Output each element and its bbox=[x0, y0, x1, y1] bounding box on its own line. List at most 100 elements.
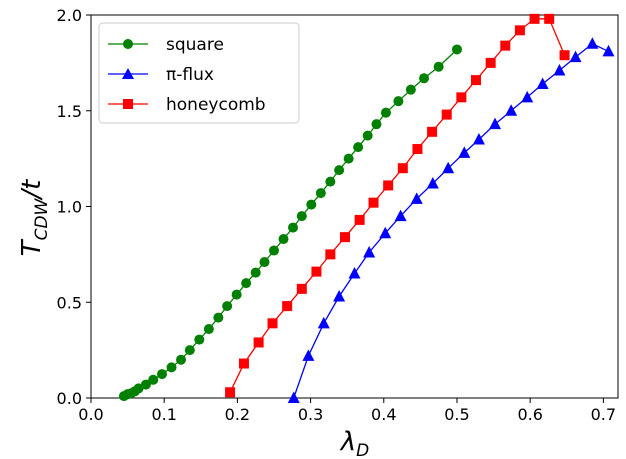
legend-label-pi-flux: π-flux bbox=[166, 65, 214, 85]
y-axis-title-sub: CDW bbox=[32, 197, 52, 240]
data-point-square bbox=[278, 234, 289, 245]
data-point-square bbox=[451, 44, 462, 55]
data-point-pi-flux bbox=[287, 391, 300, 403]
data-point-square bbox=[306, 199, 317, 210]
x-tick-label: 0.6 bbox=[517, 405, 542, 424]
data-point-pi-flux bbox=[394, 209, 407, 222]
data-point-pi-flux bbox=[602, 44, 615, 57]
data-point-square bbox=[184, 345, 195, 356]
legend-item-pi-flux: π-flux bbox=[108, 65, 214, 85]
data-point-honeycomb bbox=[325, 249, 336, 260]
x-tick-label: 0.7 bbox=[591, 405, 616, 424]
data-point-square bbox=[343, 153, 354, 164]
y-tick-label: 0.5 bbox=[57, 293, 82, 312]
y-axis-title-main: T bbox=[17, 238, 47, 256]
data-point-square bbox=[140, 379, 151, 390]
series-square bbox=[118, 44, 462, 402]
data-point-honeycomb bbox=[311, 266, 322, 277]
legend-marker-pi-flux bbox=[122, 68, 134, 79]
data-point-honeycomb bbox=[441, 109, 452, 120]
x-tick-label: 0.0 bbox=[78, 405, 103, 424]
data-point-pi-flux bbox=[472, 132, 485, 145]
data-point-honeycomb bbox=[471, 75, 482, 86]
data-point-square bbox=[405, 84, 416, 95]
data-point-square bbox=[250, 267, 261, 278]
data-point-pi-flux bbox=[333, 290, 346, 302]
data-point-honeycomb bbox=[238, 358, 249, 369]
data-point-pi-flux bbox=[426, 177, 439, 189]
data-point-honeycomb bbox=[412, 144, 423, 155]
data-point-honeycomb bbox=[354, 214, 365, 225]
legend-marker-honeycomb bbox=[123, 99, 133, 109]
data-point-pi-flux bbox=[348, 267, 361, 279]
y-tick-label: 0.0 bbox=[57, 389, 82, 408]
data-point-pi-flux bbox=[317, 316, 330, 329]
data-point-pi-flux bbox=[302, 349, 315, 361]
legend-frame bbox=[98, 22, 300, 124]
data-point-pi-flux bbox=[505, 104, 518, 116]
data-point-pi-flux bbox=[569, 50, 582, 63]
legend-item-honeycomb: honeycomb bbox=[108, 95, 266, 115]
data-point-honeycomb bbox=[225, 387, 236, 398]
data-point-honeycomb bbox=[427, 126, 438, 137]
data-point-square bbox=[268, 245, 279, 256]
data-point-honeycomb bbox=[253, 337, 264, 348]
data-point-square bbox=[325, 176, 336, 187]
legend-label-square: square bbox=[166, 35, 224, 55]
data-point-honeycomb bbox=[500, 40, 511, 51]
data-point-pi-flux bbox=[553, 64, 566, 76]
data-point-pi-flux bbox=[379, 226, 392, 239]
data-point-square bbox=[393, 96, 404, 107]
data-point-pi-flux bbox=[489, 117, 502, 130]
data-point-square bbox=[222, 301, 233, 312]
x-axis-title: λD bbox=[339, 427, 369, 459]
series-pi-flux bbox=[287, 37, 615, 403]
y-tick-label: 1.5 bbox=[57, 102, 82, 121]
data-point-square bbox=[176, 354, 187, 365]
x-axis-title-sub: D bbox=[356, 441, 369, 459]
legend-marker-square bbox=[123, 39, 133, 49]
data-point-honeycomb bbox=[529, 13, 540, 24]
data-point-honeycomb bbox=[397, 163, 408, 174]
data-point-honeycomb bbox=[368, 197, 379, 208]
series-layer bbox=[118, 13, 615, 403]
data-point-square bbox=[371, 119, 382, 130]
x-tick-label: 0.1 bbox=[151, 405, 176, 424]
data-point-square bbox=[203, 324, 214, 335]
data-point-honeycomb bbox=[339, 232, 350, 243]
data-point-square bbox=[433, 61, 444, 72]
data-point-pi-flux bbox=[521, 90, 534, 103]
data-point-honeycomb bbox=[282, 301, 293, 312]
data-point-square bbox=[259, 257, 270, 268]
y-tick-label: 2.0 bbox=[57, 6, 82, 25]
x-tick-label: 0.5 bbox=[444, 405, 469, 424]
data-point-square bbox=[362, 130, 373, 141]
legend-item-square: square bbox=[108, 35, 224, 55]
data-point-honeycomb bbox=[514, 25, 525, 36]
y-axis-title: TCDW/t bbox=[17, 179, 52, 256]
data-point-pi-flux bbox=[363, 245, 376, 258]
data-point-honeycomb bbox=[544, 13, 555, 24]
axis-layer: 0.0 0.1 0.2 0.3 0.4 0.5 0.6 0.7 0.0 0.5 1.0 1.5 2.0 bbox=[57, 6, 617, 424]
data-point-square bbox=[419, 73, 430, 84]
y-axis-title-suffix: /t bbox=[17, 179, 47, 201]
series-honeycomb bbox=[225, 13, 570, 398]
data-point-square bbox=[315, 188, 326, 199]
x-axis-title-main: λ bbox=[339, 427, 356, 457]
data-point-honeycomb bbox=[383, 180, 394, 191]
x-tick-label: 0.4 bbox=[371, 405, 396, 424]
x-tick-label: 0.2 bbox=[225, 405, 250, 424]
data-point-square bbox=[166, 362, 177, 373]
data-point-pi-flux bbox=[410, 192, 423, 204]
legend-label-honeycomb: honeycomb bbox=[166, 95, 266, 115]
y-tick-label: 1.0 bbox=[57, 198, 82, 217]
data-point-square bbox=[241, 278, 252, 289]
data-point-pi-flux bbox=[536, 77, 549, 89]
data-point-square bbox=[194, 334, 205, 345]
data-point-square bbox=[296, 211, 307, 222]
data-point-square bbox=[334, 165, 345, 176]
legend: square π-flux honeycomb bbox=[98, 22, 300, 124]
data-point-square bbox=[353, 142, 364, 153]
data-point-pi-flux bbox=[442, 161, 455, 174]
